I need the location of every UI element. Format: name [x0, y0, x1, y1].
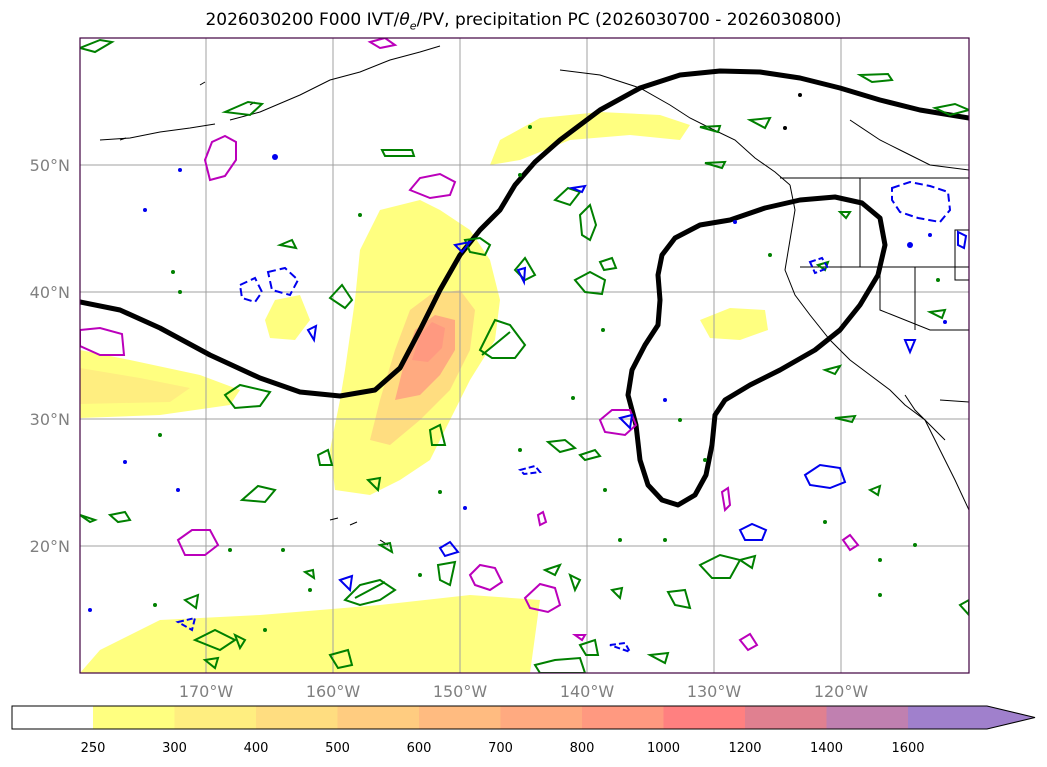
colorbar-tick-label: 250 — [81, 741, 106, 756]
lat-label-30n: 30°N — [30, 410, 70, 429]
colorbar-tick-label: 300 — [162, 741, 187, 756]
title-subscript: e — [409, 19, 417, 33]
lon-label-140w: 140°W — [560, 682, 615, 701]
colorbar-segment — [93, 706, 175, 729]
title-rest: /PV, precipitation PC (2026030700 - 2026… — [416, 10, 842, 30]
theta-negative-contours — [175, 180, 968, 654]
ivt-south-band — [80, 595, 540, 673]
lon-label-120w: 120°W — [814, 682, 869, 701]
colorbar-tick-label: 1000 — [647, 741, 680, 756]
lon-label-150w: 150°W — [433, 682, 488, 701]
colorbar-segment — [908, 706, 1035, 729]
colorbar-segment — [500, 706, 583, 729]
colorbar-segment — [337, 706, 420, 729]
ivt-north-band — [490, 112, 690, 165]
jet-loop-contour — [625, 194, 888, 508]
ivt-fill-layer — [80, 112, 768, 673]
colorbar-tick-label: 600 — [407, 741, 432, 756]
colorbar-segment — [174, 706, 257, 729]
coastlines — [99, 45, 969, 546]
lon-label-160w: 160°W — [306, 682, 361, 701]
theta-positive-contours — [80, 38, 860, 652]
lon-label-130w: 130°W — [687, 682, 742, 701]
colorbar-outline — [11, 705, 1036, 730]
colorbar-segment — [256, 706, 338, 729]
map-title: 2026030200 F000 IVT/θe/PV, precipitation… — [0, 10, 1047, 32]
ivt-west-band-core — [80, 368, 190, 404]
colorbar-segment — [419, 706, 501, 729]
map-frame — [79, 37, 970, 674]
ivt-small-blob — [700, 308, 768, 340]
pv-contours — [80, 38, 969, 673]
colorbar-segment — [663, 706, 746, 729]
colorbar: 250 300 400 500 600 700 800 1000 1200 1400 1600 — [11, 705, 1036, 756]
colorbar-segment — [582, 706, 664, 729]
colorbar-under-segment — [12, 706, 93, 729]
title-main: 2026030200 F000 IVT/ — [205, 10, 400, 30]
colorbar-tick-label: 800 — [570, 741, 595, 756]
lat-label-20n: 20°N — [30, 537, 70, 556]
ivt-plume-core-3 — [412, 322, 445, 362]
colorbar-segment — [826, 706, 909, 729]
colorbar-labels: 250 300 400 500 600 700 800 1000 1200 1400 1600 — [81, 741, 925, 756]
colorbar-tick-label: 400 — [244, 741, 269, 756]
map-plot-area — [80, 38, 969, 673]
jet-contour — [80, 68, 969, 399]
latitude-labels: 50°N 40°N 30°N 20°N — [30, 156, 70, 556]
colorbar-segment — [745, 706, 827, 729]
colorbar-tick-label: 1200 — [728, 741, 761, 756]
lon-label-170w: 170°W — [179, 682, 234, 701]
colorbar-tick-label: 500 — [325, 741, 350, 756]
colorbar-tick-label: 1400 — [810, 741, 843, 756]
ivt-left-blob — [265, 295, 310, 340]
title-theta: θ — [399, 10, 410, 30]
lat-label-50n: 50°N — [30, 156, 70, 175]
colorbar-segments — [93, 706, 1035, 729]
lat-label-40n: 40°N — [30, 283, 70, 302]
colorbar-tick-label: 1600 — [891, 741, 924, 756]
small-contour-dots — [88, 93, 947, 632]
colorbar-tick-label: 700 — [488, 741, 513, 756]
longitude-labels: 170°W 160°W 150°W 140°W 130°W 120°W — [179, 682, 869, 701]
